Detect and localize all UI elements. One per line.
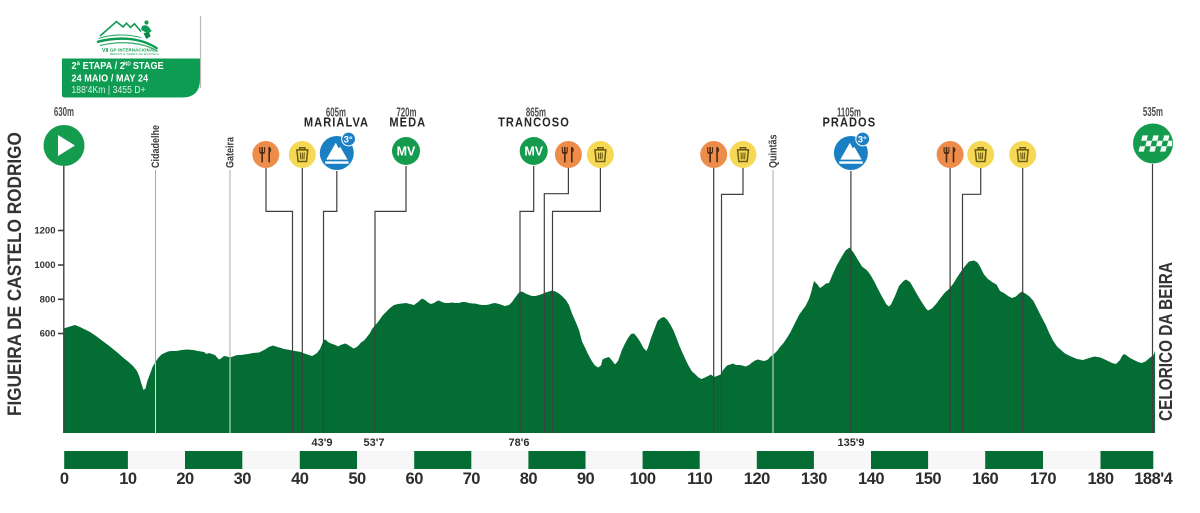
svg-text:FIGUEIRA DE CASTELO RODRIGO: FIGUEIRA DE CASTELO RODRIGO — [4, 132, 25, 416]
svg-text:1200: 1200 — [34, 226, 55, 237]
svg-text:135'9: 135'9 — [837, 437, 864, 449]
svg-text:2ª ETAPA / 2: 2ª ETAPA / 2 — [72, 60, 126, 72]
svg-text:MARIALVA: MARIALVA — [304, 115, 369, 130]
svg-text:30: 30 — [234, 470, 252, 488]
svg-text:80: 80 — [520, 470, 538, 488]
svg-text:188'4: 188'4 — [1134, 470, 1173, 488]
svg-text:PRADOS: PRADOS — [822, 115, 876, 130]
svg-text:Gateira: Gateira — [225, 137, 237, 168]
svg-text:BEIRAS E SERRA DA ESTRELA: BEIRAS E SERRA DA ESTRELA — [110, 52, 159, 56]
svg-text:24 MAIO / MAY 24: 24 MAIO / MAY 24 — [72, 73, 149, 85]
svg-text:10: 10 — [119, 470, 137, 488]
svg-text:170: 170 — [1030, 470, 1056, 488]
svg-text:70: 70 — [463, 470, 481, 488]
svg-text:Quintãs: Quintãs — [768, 134, 780, 168]
svg-text:100: 100 — [630, 470, 656, 488]
svg-text:630m: 630m — [54, 106, 74, 119]
svg-text:CELORICO DA BEIRA: CELORICO DA BEIRA — [1156, 262, 1177, 421]
svg-text:1000: 1000 — [34, 260, 55, 271]
svg-text:ND: ND — [124, 61, 131, 67]
svg-text:110: 110 — [687, 470, 712, 488]
svg-text:720m: 720m — [396, 107, 416, 120]
svg-text:140: 140 — [858, 470, 884, 488]
svg-text:GP INTERNACIONAL: GP INTERNACIONAL — [110, 48, 156, 53]
svg-text:50: 50 — [348, 470, 366, 488]
svg-text:150: 150 — [915, 470, 941, 488]
svg-text:20: 20 — [176, 470, 194, 488]
svg-text:78'6: 78'6 — [509, 437, 530, 449]
svg-text:535m: 535m — [1143, 106, 1163, 119]
svg-text:120: 120 — [744, 470, 770, 488]
svg-text:160: 160 — [972, 470, 998, 488]
svg-text:180: 180 — [1087, 470, 1113, 488]
svg-text:VII: VII — [102, 48, 109, 54]
svg-text:188'4Km | 3455 D+: 188'4Km | 3455 D+ — [72, 84, 146, 95]
svg-text:800: 800 — [40, 294, 56, 305]
svg-text:MEDA: MEDA — [389, 115, 426, 130]
svg-text:90: 90 — [577, 470, 595, 488]
svg-text:STAGE: STAGE — [133, 60, 164, 72]
svg-text:600: 600 — [40, 329, 56, 340]
svg-text:1105m: 1105m — [837, 107, 861, 120]
svg-text:605m: 605m — [326, 107, 346, 120]
svg-text:40: 40 — [291, 470, 309, 488]
svg-text:53'7: 53'7 — [364, 437, 385, 449]
svg-text:60: 60 — [406, 470, 424, 488]
svg-text:130: 130 — [801, 470, 827, 488]
svg-text:43'9: 43'9 — [312, 437, 333, 449]
svg-text:865m: 865m — [526, 107, 546, 120]
svg-text:0: 0 — [60, 470, 69, 488]
svg-text:Cidadelhe: Cidadelhe — [150, 125, 162, 168]
svg-text:TRANCOSO: TRANCOSO — [498, 115, 570, 130]
